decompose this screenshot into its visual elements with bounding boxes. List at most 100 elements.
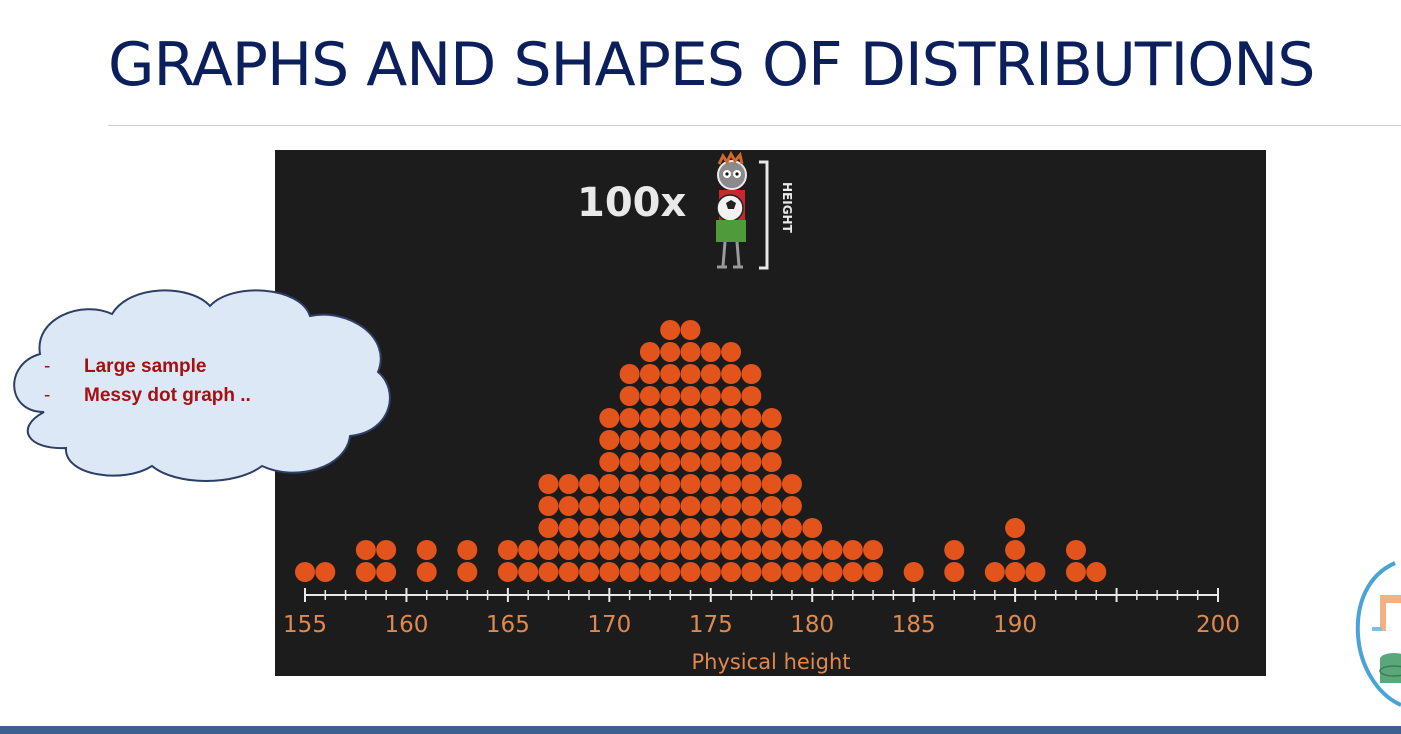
data-dot xyxy=(599,408,620,428)
x-axis: 155 160 165 170 175 180 185 190 200 xyxy=(283,588,1240,638)
data-dot xyxy=(721,496,742,516)
data-dot xyxy=(680,364,701,384)
data-dot xyxy=(660,364,681,384)
data-dot xyxy=(721,540,742,560)
data-dot xyxy=(660,408,681,428)
data-dot xyxy=(781,474,802,494)
data-dot xyxy=(700,496,721,516)
data-dot xyxy=(295,562,315,582)
data-dot xyxy=(639,474,660,494)
data-dot xyxy=(721,430,742,450)
data-dot xyxy=(761,562,782,582)
data-dot xyxy=(457,562,478,582)
x-tick-label: 170 xyxy=(587,612,631,638)
x-tick-label: 155 xyxy=(283,612,327,638)
data-dot xyxy=(680,474,701,494)
x-axis-label: Physical height xyxy=(691,650,850,674)
data-dot xyxy=(680,518,701,538)
data-dot xyxy=(639,518,660,538)
data-dot xyxy=(1005,540,1026,560)
data-dot xyxy=(700,452,721,472)
data-dot xyxy=(721,342,742,362)
data-dot xyxy=(944,540,965,560)
data-dot xyxy=(639,496,660,516)
callout-list: - Large sample - Messy dot graph .. xyxy=(44,352,251,410)
data-dot xyxy=(619,540,640,560)
data-dot xyxy=(700,474,721,494)
data-dot xyxy=(741,364,762,384)
x-tick-label: 160 xyxy=(384,612,428,638)
data-dot xyxy=(639,540,660,560)
data-dot xyxy=(355,540,376,560)
data-dot xyxy=(518,562,539,582)
data-dot xyxy=(721,474,742,494)
data-dot xyxy=(761,408,782,428)
data-dot xyxy=(558,562,579,582)
data-dot xyxy=(579,562,600,582)
data-dot xyxy=(619,474,640,494)
data-dot xyxy=(416,540,437,560)
data-dot xyxy=(741,562,762,582)
data-dot xyxy=(518,540,539,560)
data-dot xyxy=(700,408,721,428)
data-dot xyxy=(680,408,701,428)
x-tick-label: 180 xyxy=(790,612,834,638)
data-dot xyxy=(802,518,823,538)
data-dot xyxy=(660,562,681,582)
data-dot xyxy=(822,540,843,560)
count-label: 100x xyxy=(577,180,686,226)
data-dot xyxy=(944,562,965,582)
data-dot xyxy=(660,496,681,516)
data-dot xyxy=(599,452,620,472)
data-dot xyxy=(680,452,701,472)
data-dot xyxy=(761,518,782,538)
x-tick-label: 165 xyxy=(486,612,530,638)
data-dot xyxy=(376,562,397,582)
cloud-callout xyxy=(13,289,391,482)
data-dot xyxy=(1005,518,1026,538)
data-dot xyxy=(721,408,742,428)
data-dot xyxy=(579,518,600,538)
data-dot xyxy=(660,320,681,340)
corner-logo-icon xyxy=(1355,561,1401,707)
data-dot xyxy=(700,540,721,560)
data-dot xyxy=(741,474,762,494)
data-dot xyxy=(721,518,742,538)
data-dot xyxy=(700,386,721,406)
data-dot xyxy=(1025,562,1046,582)
data-dot xyxy=(700,518,721,538)
callout-item: - Messy dot graph .. xyxy=(44,385,251,406)
data-dot xyxy=(619,518,640,538)
data-dot xyxy=(619,430,640,450)
height-label: HEIGHT xyxy=(780,182,794,234)
x-tick-label: 200 xyxy=(1196,612,1240,638)
data-dot xyxy=(721,386,742,406)
data-dot xyxy=(781,540,802,560)
data-dot xyxy=(863,540,884,560)
dots-layer xyxy=(295,320,1107,582)
data-dot xyxy=(599,430,620,450)
data-dot xyxy=(903,562,924,582)
data-dot xyxy=(599,518,620,538)
title-divider xyxy=(108,125,1401,126)
data-dot xyxy=(416,562,437,582)
data-dot xyxy=(721,452,742,472)
data-dot xyxy=(639,452,660,472)
data-dot xyxy=(599,562,620,582)
data-dot xyxy=(497,540,518,560)
data-dot xyxy=(802,562,823,582)
data-dot xyxy=(680,342,701,362)
data-dot xyxy=(842,562,863,582)
data-dot xyxy=(599,474,620,494)
data-dot xyxy=(984,562,1005,582)
data-dot xyxy=(538,518,559,538)
x-tick-label: 190 xyxy=(993,612,1037,638)
data-dot xyxy=(639,430,660,450)
data-dot xyxy=(741,518,762,538)
chalkboard-chart: 100x HEIGHT 155 160 165 170 175 180 185 190 200 … xyxy=(275,150,1266,676)
data-dot xyxy=(741,430,762,450)
data-dot xyxy=(639,562,660,582)
data-dot xyxy=(1086,562,1107,582)
data-dot xyxy=(660,430,681,450)
data-dot xyxy=(558,540,579,560)
